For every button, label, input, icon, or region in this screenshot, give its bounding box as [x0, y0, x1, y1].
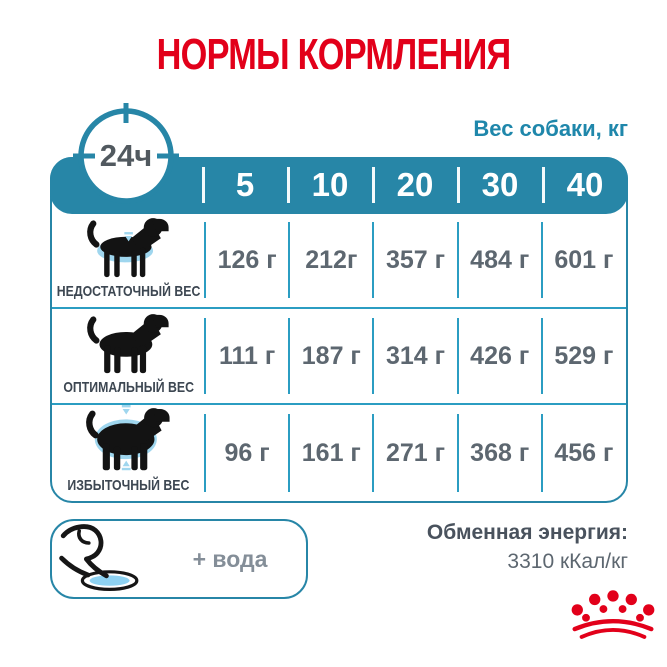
feeding-amount-cell: 357 г: [372, 213, 457, 307]
row-header-optimal: ОПТИМАЛЬНЫЙ ВЕС: [52, 309, 205, 403]
row-header-overweight: ИЗБЫТОЧНЫЙ ВЕС: [52, 405, 205, 501]
dog-drinking-bowl-icon: [59, 524, 139, 591]
feeding-table: 5 10 20 30 40: [49, 156, 628, 503]
energy-info: Обменная энергия: 3310 кКал/кг: [427, 521, 628, 574]
clock-label: 24ч: [99, 138, 153, 173]
table-body: НЕДОСТАТОЧНЫЙ ВЕС 126 г 212г 357 г 484 г…: [52, 213, 626, 501]
feeding-amount-cell: 426 г: [456, 309, 542, 403]
dog-overweight-icon: [85, 405, 170, 471]
row-label: ИЗБЫТОЧНЫЙ ВЕС: [67, 477, 190, 494]
energy-label: Обменная энергия:: [426, 521, 628, 544]
pinch-marker-icon: [123, 232, 133, 242]
feeding-amount-cell: 96 г: [203, 405, 289, 501]
feeding-amount-cell: 212г: [288, 213, 373, 307]
weight-column-header: 20: [373, 157, 458, 214]
row-label: ОПТИМАЛЬНЫЙ ВЕС: [63, 379, 194, 396]
table-row: ИЗБЫТОЧНЫЙ ВЕС 96 г 161 г 271 г 368 г 45…: [52, 403, 626, 501]
page-title: НОРМЫ КОРМЛЕНИЯ: [156, 30, 511, 79]
feeding-amount-cell: 271 г: [372, 405, 457, 501]
row-header-underweight: НЕДОСТАТОЧНЫЙ ВЕС: [52, 213, 205, 307]
feeding-amount-cell: 126 г: [203, 213, 289, 307]
feeding-amount-cell: 161 г: [288, 405, 373, 501]
water-box: + вода: [50, 519, 308, 599]
feeding-amount-cell: 111 г: [203, 309, 289, 403]
clock-24h-icon: 24ч: [71, 101, 181, 211]
water-label: + вода: [192, 545, 268, 572]
feeding-amount-cell: 456 г: [540, 405, 626, 501]
feeding-amount-cell: 314 г: [372, 309, 457, 403]
table-row: НЕДОСТАТОЧНЫЙ ВЕС 126 г 212г 357 г 484 г…: [52, 213, 626, 307]
squeeze-marker-icon: [121, 405, 131, 471]
dog-optimal-icon: [86, 314, 169, 374]
weight-column-header: 40: [543, 157, 628, 214]
feeding-amount-cell: 187 г: [288, 309, 373, 403]
royal-canin-crown-logo: [567, 589, 659, 643]
dog-underweight-icon: [86, 218, 169, 278]
table-row: ОПТИМАЛЬНЫЙ ВЕС 111 г 187 г 314 г 426 г …: [52, 307, 626, 403]
weight-column-header: 30: [458, 157, 543, 214]
feeding-amount-cell: 529 г: [540, 309, 626, 403]
feeding-amount-cell: 368 г: [456, 405, 542, 501]
energy-value: 3310 кКал/кг: [507, 550, 628, 573]
weight-column-header: 10: [288, 157, 373, 214]
row-label: НЕДОСТАТОЧНЫЙ ВЕС: [56, 283, 201, 300]
weight-column-header: 5: [203, 157, 288, 214]
feeding-amount-cell: 601 г: [540, 213, 626, 307]
dog-weight-axis-label: Вес собаки, кг: [473, 116, 628, 141]
feeding-amount-cell: 484 г: [456, 213, 542, 307]
